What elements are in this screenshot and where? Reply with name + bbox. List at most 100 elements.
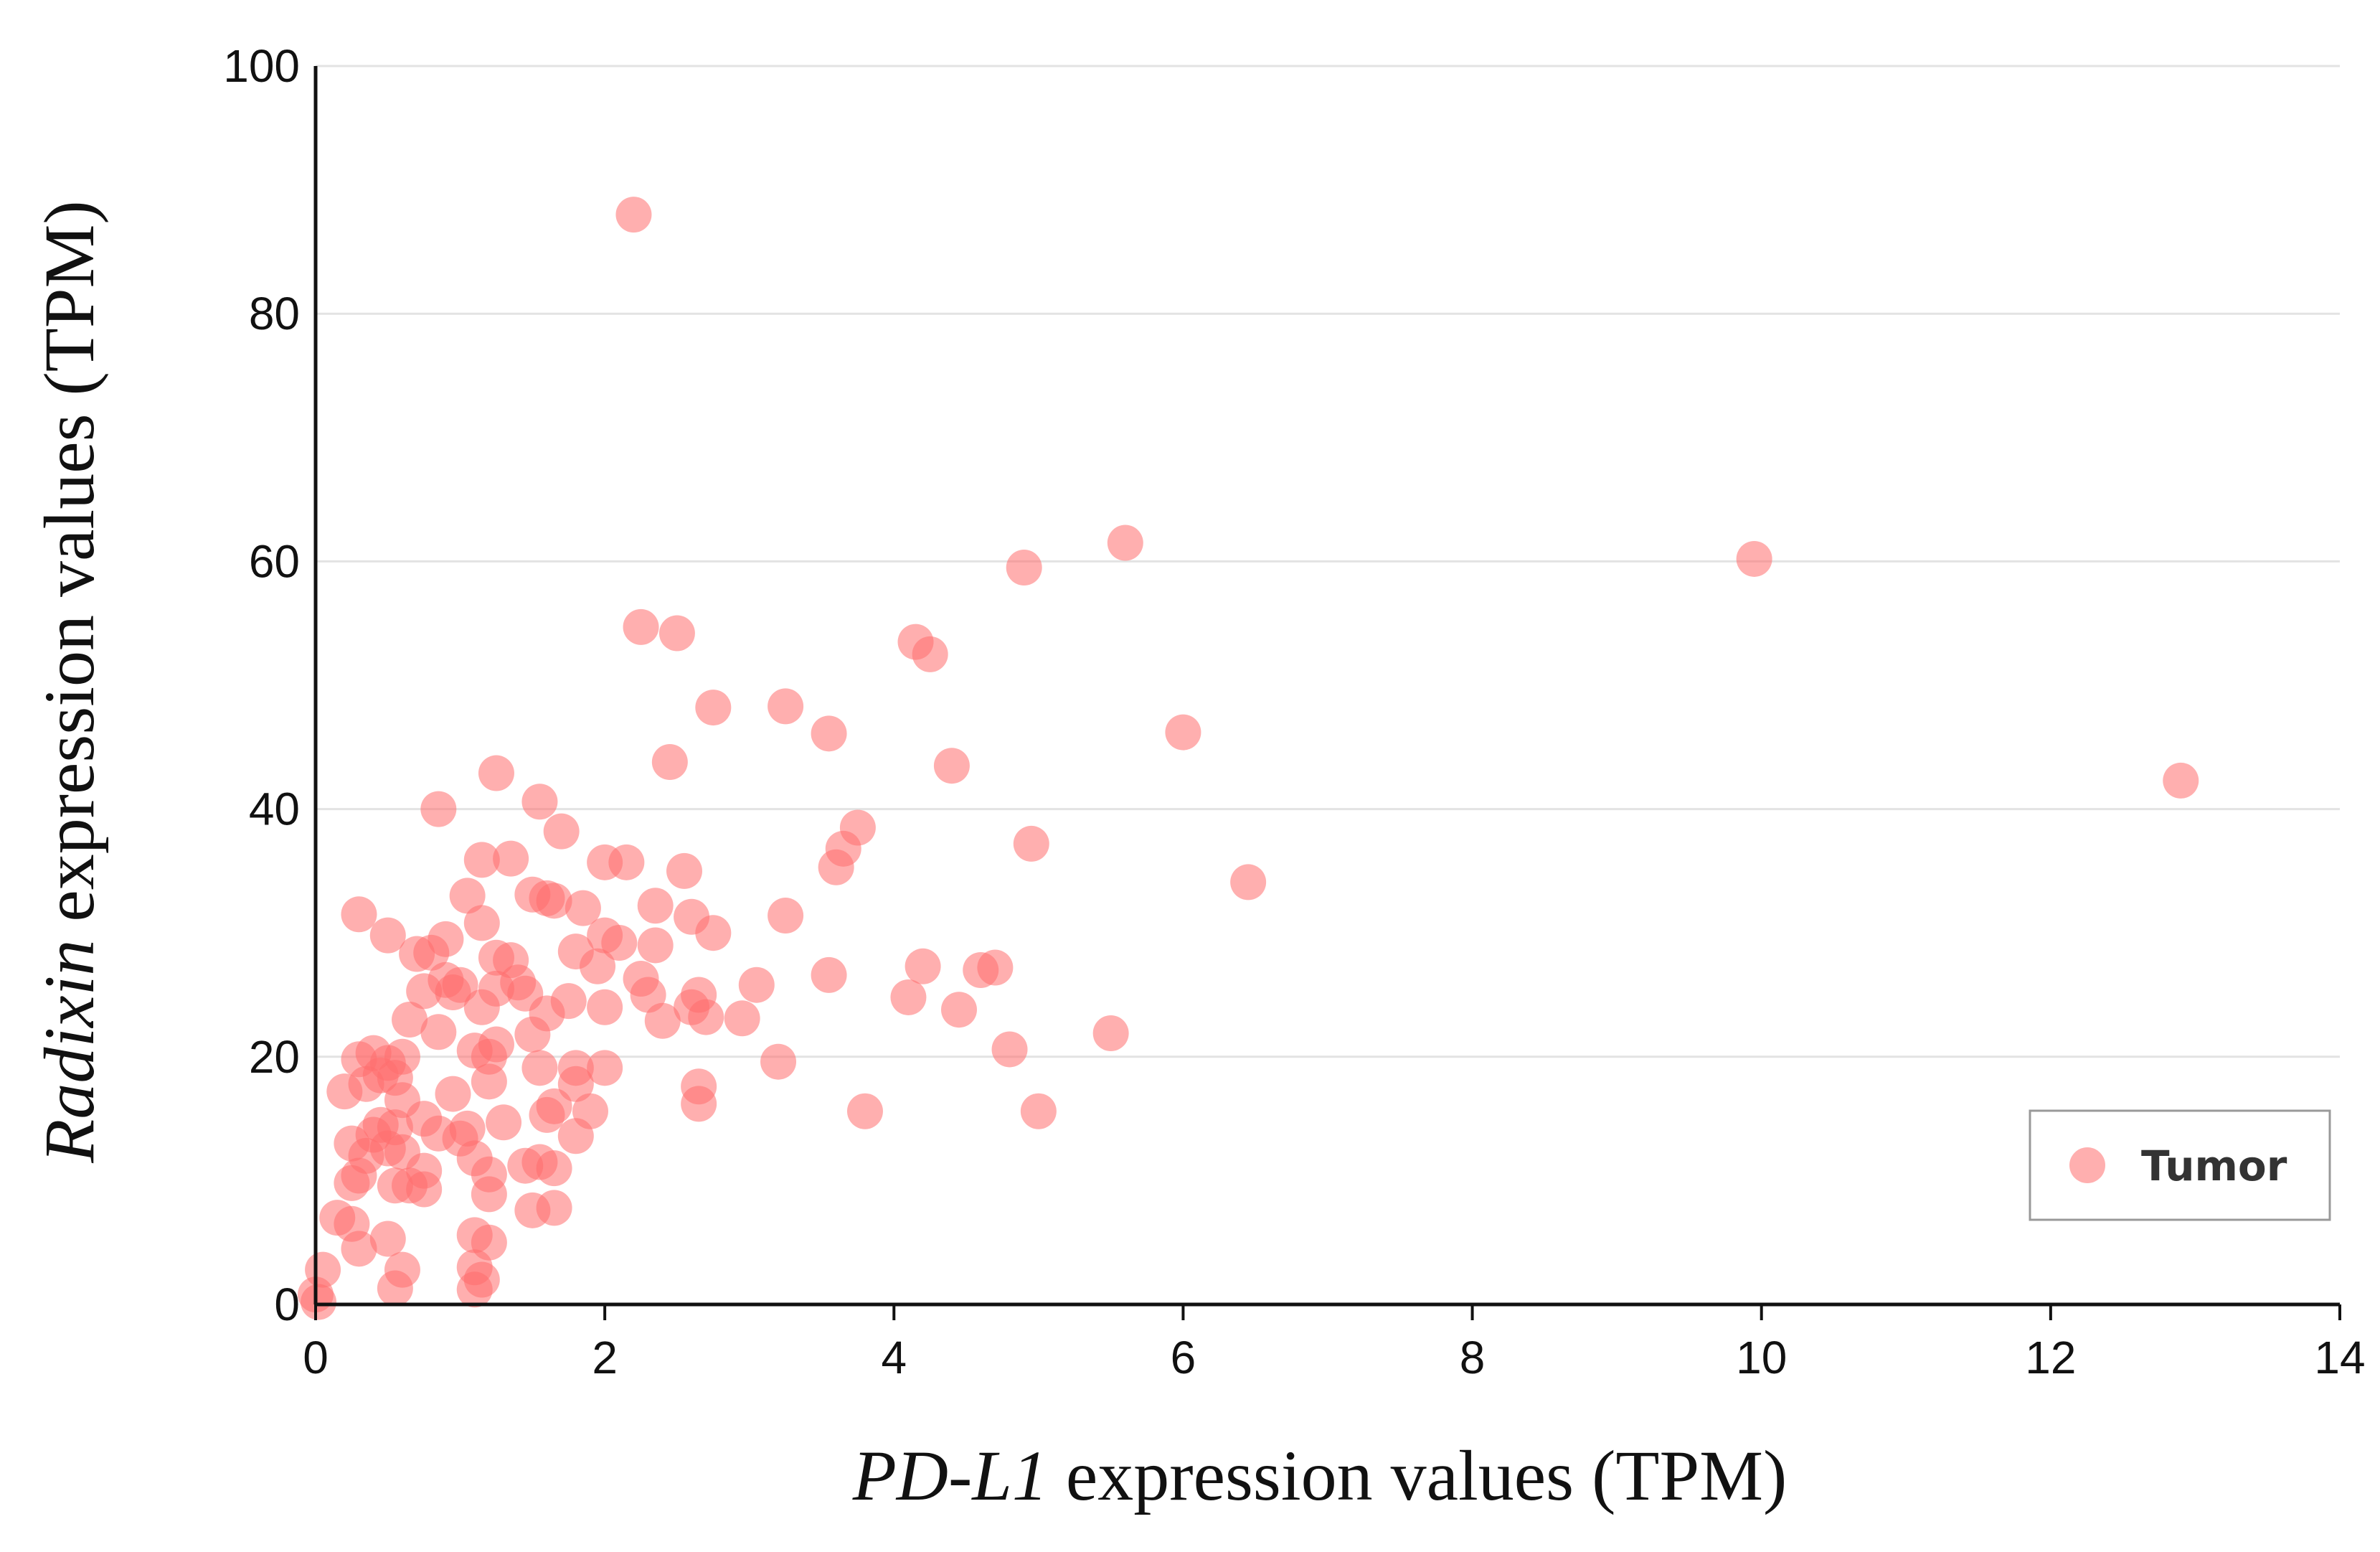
data-point — [341, 1231, 377, 1267]
x-axis-title: PD-L1 expression values (TPM) — [852, 1436, 1788, 1515]
data-point — [471, 1176, 507, 1213]
x-axis-title-unit: expression values (TPM) — [1048, 1436, 1787, 1515]
data-point — [623, 608, 659, 645]
data-point — [420, 791, 457, 827]
y-tick-label: 100 — [223, 40, 300, 92]
x-axis-title-gene: PD-L1 — [852, 1436, 1048, 1515]
data-point — [392, 1002, 428, 1038]
data-point — [695, 915, 732, 951]
data-point — [977, 949, 1014, 986]
data-point — [615, 197, 652, 233]
data-point — [334, 1165, 370, 1201]
data-point — [1107, 525, 1143, 561]
data-point — [688, 999, 724, 1035]
data-point — [369, 1221, 406, 1257]
data-point — [695, 690, 732, 726]
data-point — [493, 840, 529, 877]
data-point — [1013, 825, 1049, 862]
data-point — [463, 842, 500, 878]
axes — [313, 66, 2341, 1320]
data-point — [587, 989, 623, 1025]
y-tick-label: 60 — [249, 535, 300, 587]
data-point — [933, 748, 970, 784]
x-tick-label: 4 — [881, 1332, 907, 1383]
data-point — [521, 1050, 558, 1086]
x-tick-label: 10 — [1736, 1332, 1787, 1383]
data-point — [1230, 864, 1267, 900]
data-point — [666, 852, 703, 889]
data-point — [435, 974, 471, 1011]
data-point — [608, 844, 645, 880]
data-point — [760, 1043, 797, 1080]
data-point — [435, 1076, 471, 1112]
data-point — [1165, 714, 1201, 751]
data-point — [768, 898, 804, 934]
data-point — [326, 1073, 363, 1110]
data-point — [543, 813, 580, 850]
data-point — [413, 934, 450, 971]
data-point — [644, 1002, 681, 1039]
data-point — [1736, 540, 1772, 577]
data-point — [1006, 550, 1042, 586]
data-point — [1092, 1015, 1129, 1052]
y-tick-label: 80 — [249, 288, 300, 339]
legend: Tumor — [2029, 1109, 2331, 1221]
data-point — [557, 1118, 594, 1154]
y-axis-title: Radixin expression values (TPM) — [29, 200, 109, 1163]
y-tick-label: 40 — [249, 784, 300, 835]
data-point — [301, 1284, 337, 1320]
data-point — [456, 1271, 493, 1308]
grid-lines — [316, 65, 2340, 1058]
data-point — [471, 1038, 507, 1075]
data-point — [406, 1171, 443, 1208]
data-point — [940, 992, 977, 1028]
data-point — [818, 849, 854, 885]
data-point — [811, 715, 847, 752]
data-point — [905, 948, 941, 984]
data-point — [637, 927, 674, 964]
y-tick-label: 20 — [249, 1031, 300, 1083]
x-tick-label: 12 — [2025, 1332, 2076, 1383]
data-point — [587, 1050, 623, 1086]
data-point — [846, 1093, 883, 1129]
data-point — [991, 1031, 1028, 1068]
data-point — [557, 1066, 594, 1102]
data-point — [890, 979, 927, 1015]
data-point — [681, 1086, 717, 1122]
data-point — [637, 888, 674, 924]
data-point — [369, 917, 406, 954]
data-point — [341, 896, 377, 933]
data-point — [536, 1150, 572, 1187]
data-point — [507, 1147, 544, 1184]
x-tick-label: 2 — [592, 1332, 618, 1383]
data-point — [768, 688, 804, 725]
data-point — [912, 636, 948, 672]
data-point — [811, 956, 847, 993]
data-point — [565, 890, 601, 926]
data-point — [651, 744, 688, 781]
data-point — [478, 755, 514, 791]
data-point — [738, 967, 775, 1003]
legend-marker-tumor — [2069, 1147, 2105, 1183]
x-tick-label: 0 — [303, 1332, 329, 1383]
data-point — [471, 1063, 507, 1100]
data-points — [298, 197, 2199, 1320]
data-point — [1020, 1093, 1057, 1129]
data-point — [463, 989, 500, 1025]
data-point — [521, 784, 558, 820]
data-point — [580, 948, 616, 984]
data-point — [529, 1096, 565, 1133]
data-point — [601, 925, 638, 961]
data-point — [2163, 762, 2199, 799]
x-tick-label: 14 — [2314, 1332, 2365, 1383]
x-tick-label: 8 — [1460, 1332, 1486, 1383]
y-tick-label: 0 — [274, 1279, 300, 1330]
data-point — [536, 883, 572, 919]
data-point — [406, 973, 443, 1010]
x-tick-label: 6 — [1171, 1332, 1196, 1383]
data-point — [724, 1000, 760, 1037]
data-point — [514, 1016, 551, 1053]
legend-label-tumor: Tumor — [2141, 1142, 2287, 1190]
data-point — [377, 1270, 413, 1307]
